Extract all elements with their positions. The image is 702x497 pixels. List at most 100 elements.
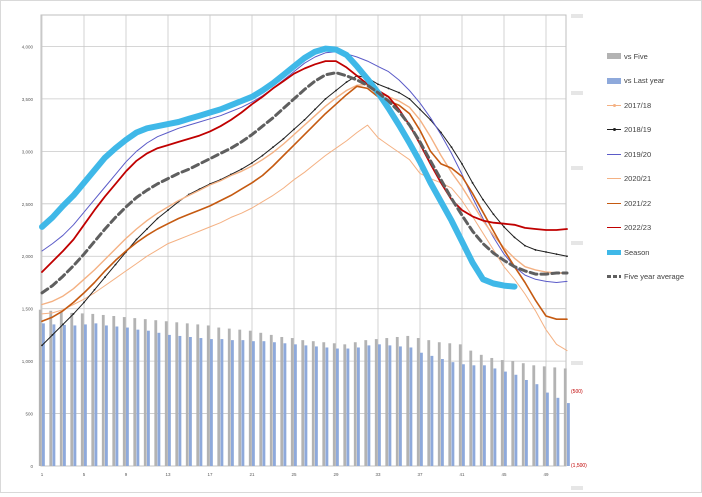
right-axis-faded-label	[571, 486, 583, 490]
series-point-2018-19	[156, 217, 159, 220]
bar-vs-last-year	[336, 348, 339, 466]
bar-vs-last-year	[115, 326, 119, 466]
bar-vs-five	[70, 312, 74, 466]
series-line-five-year-average	[40, 71, 569, 295]
line-layer	[39, 45, 569, 352]
legend-label: vs Last year	[624, 76, 665, 85]
legend-item: vs Last year	[607, 74, 664, 88]
series-point-2018-19	[272, 146, 274, 149]
bar-vs-five	[206, 325, 210, 466]
legend-label: Season	[624, 247, 650, 257]
bar-vs-last-year	[252, 341, 255, 466]
bar-vs-five	[269, 334, 273, 466]
bar-vs-five	[112, 316, 116, 466]
right-axis-faded-label	[571, 14, 583, 18]
x-tick-label: 45	[501, 472, 507, 477]
series-point-2018-19	[93, 288, 96, 291]
bar-vs-five	[385, 338, 389, 466]
bar-vs-five	[91, 313, 95, 466]
legend-swatch	[607, 100, 621, 110]
series-point-2018-19	[167, 209, 169, 211]
bar-vs-five	[290, 338, 294, 466]
bar-vs-last-year	[483, 365, 486, 466]
bar-vs-last-year	[147, 330, 150, 466]
series-point-2018-19	[503, 225, 505, 228]
bar-vs-five	[259, 332, 263, 466]
bar-vs-last-year	[52, 324, 56, 466]
y-tick-label: 1,500	[22, 307, 34, 312]
axis-layer: 0 500 1,000 1,500 2,000 2,500 3,000 3,500 4,000 1…	[22, 14, 587, 490]
bar-vs-five	[542, 366, 546, 466]
bar-vs-five	[532, 365, 536, 466]
legend-item: vs Five	[607, 49, 648, 63]
series-line-2020-21	[41, 83, 568, 306]
series-point-2018-19	[461, 163, 463, 165]
legend-label: 2019/20	[624, 149, 652, 159]
x-tick-label: 21	[249, 472, 255, 477]
bar-vs-last-year	[262, 341, 266, 466]
legend-item: 2021/22	[607, 196, 651, 210]
series-point-2018-19	[545, 251, 547, 253]
legend-swatch	[607, 223, 621, 233]
legend-item: Five year average	[607, 270, 684, 284]
bar-vs-last-year	[231, 340, 234, 466]
legend-swatch	[607, 247, 621, 257]
bar-vs-five	[500, 360, 504, 466]
bar-vs-last-year	[220, 339, 224, 466]
series-point-2018-19	[135, 238, 138, 241]
x-tick-label: 41	[459, 472, 465, 477]
bar-vs-last-year	[504, 371, 507, 466]
series-line-2019-20	[41, 51, 568, 283]
series-point-2018-19	[419, 108, 421, 111]
bar-vs-five	[511, 361, 515, 466]
bar-vs-five	[553, 367, 557, 466]
bar-vs-five	[38, 309, 42, 466]
bar-vs-five	[217, 327, 221, 466]
bar-vs-five	[322, 342, 326, 466]
series-point-2018-19	[335, 89, 337, 92]
legend-swatch	[607, 174, 621, 184]
bar-vs-five	[332, 343, 336, 466]
legend-label: 2017/18	[624, 100, 652, 110]
bar-vs-last-year	[315, 346, 318, 466]
bar-vs-five	[427, 340, 431, 466]
y-tick-label: 1,000	[22, 359, 34, 364]
series-point-2018-19	[261, 154, 264, 157]
bar-vs-five	[49, 310, 53, 466]
legend-swatch	[607, 149, 621, 159]
series-point-2018-19	[566, 255, 568, 258]
series-point-2018-19	[408, 98, 411, 100]
series-point-2018-19	[146, 228, 148, 230]
bar-vs-five	[311, 341, 315, 466]
series-point-2018-19	[345, 81, 348, 84]
legend-label: 2020/21	[624, 174, 652, 183]
y-tick-label: 3,500	[22, 97, 34, 102]
bar-vs-last-year	[73, 325, 77, 466]
bar-vs-five	[437, 342, 441, 466]
series-point-2018-19	[72, 313, 75, 315]
series-line-2017-18	[41, 124, 568, 352]
bar-vs-last-year	[42, 323, 45, 466]
bar-vs-last-year	[462, 364, 465, 466]
bar-vs-last-year	[241, 340, 245, 466]
bar-vs-last-year	[210, 339, 213, 466]
bar-vs-five	[490, 357, 494, 466]
bar-vs-last-year	[451, 362, 455, 466]
bar-vs-five	[353, 342, 357, 466]
legend-label: Five year average	[624, 272, 685, 281]
bar-vs-five	[374, 339, 378, 466]
y-tick-label: 4,000	[22, 44, 34, 49]
bar-vs-five	[280, 336, 284, 466]
x-tick-label: 1	[41, 472, 44, 477]
bar-vs-five	[395, 336, 399, 466]
series-point-2018-19	[62, 323, 64, 326]
bar-vs-five	[416, 338, 420, 466]
series-point-2018-19	[314, 108, 316, 111]
bar-vs-last-year	[178, 335, 182, 466]
bar-vs-last-year	[409, 347, 413, 466]
bar-vs-five	[133, 318, 137, 466]
series-point-2018-19	[398, 91, 400, 94]
bar-vs-five	[101, 314, 105, 466]
bar-vs-last-year	[189, 336, 192, 466]
bar-vs-last-year	[136, 329, 140, 466]
